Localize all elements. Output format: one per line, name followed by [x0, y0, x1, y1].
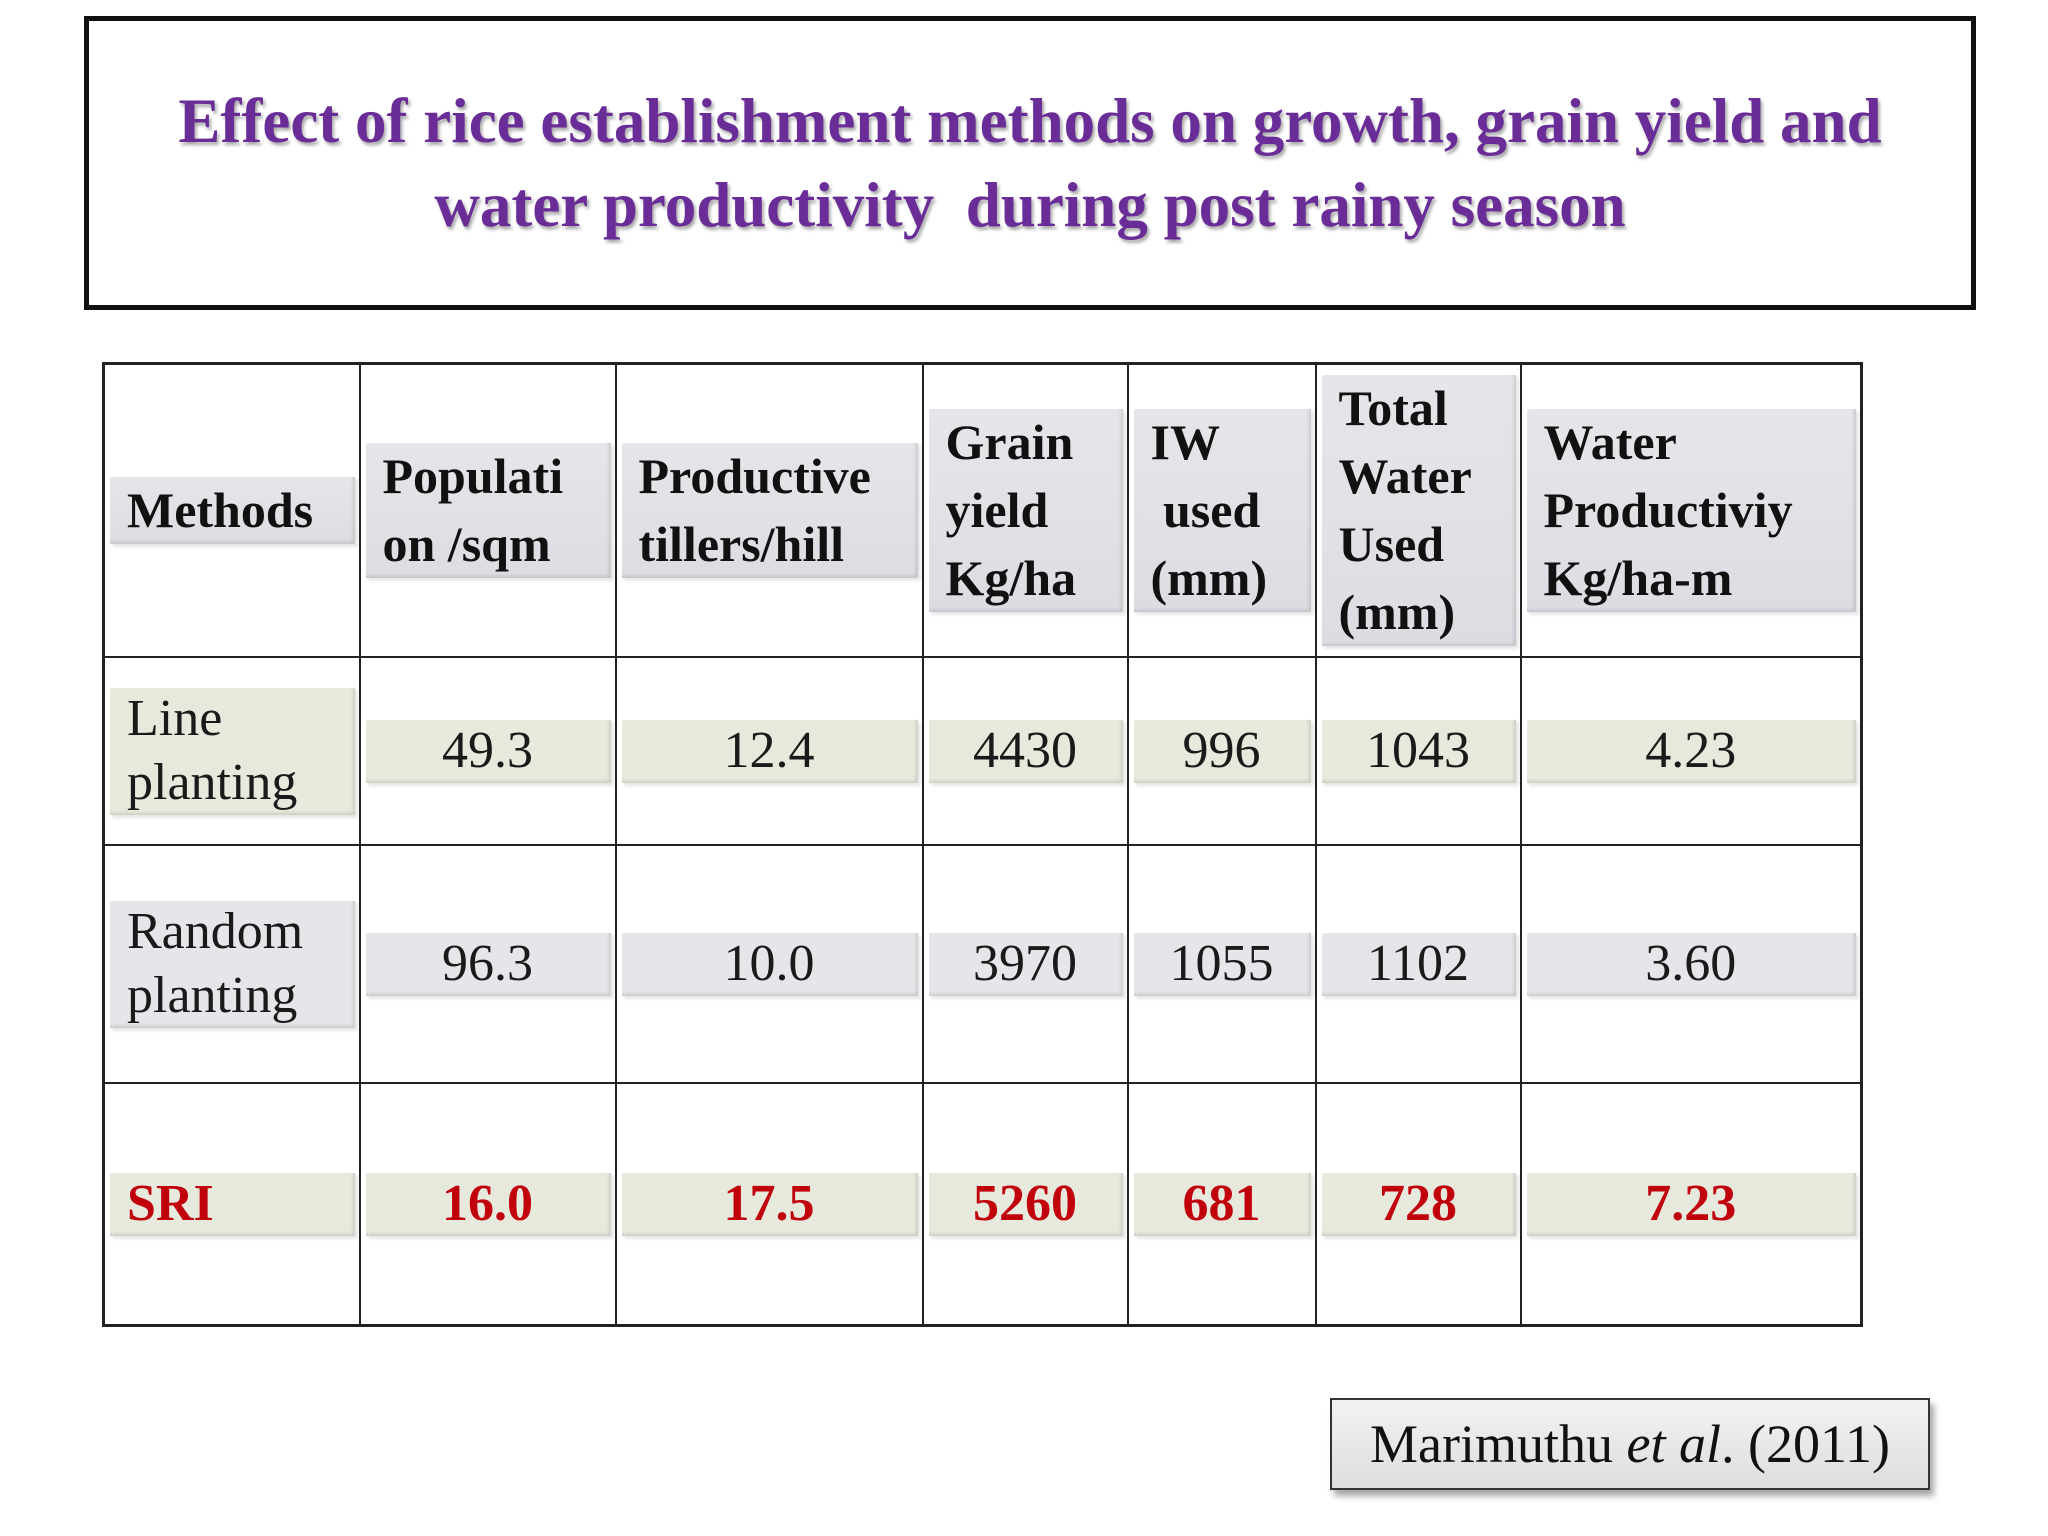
method-text: planting: [127, 753, 298, 811]
citation-author: Marimuthu: [1370, 1414, 1627, 1474]
table-cell: 10.0: [614, 843, 924, 1084]
table-cell: 1043: [1314, 655, 1522, 846]
header-cell: Productive tillers/hill: [620, 442, 918, 579]
header-text: Kg/ha: [945, 550, 1077, 607]
table-row: Random planting 96.3 10.0 3970 1055 1102…: [102, 843, 1863, 1084]
value-cell: 16.0: [364, 1171, 611, 1236]
value-cell: 7.23: [1525, 1171, 1856, 1236]
value-cell: 4430: [927, 718, 1123, 783]
method-cell: Line planting: [109, 686, 355, 815]
value-cell: 1102: [1320, 931, 1516, 996]
value-cell: 728: [1320, 1171, 1516, 1236]
header-grain-yield: Grain yield Kg/ha: [921, 362, 1129, 658]
method-text: planting: [127, 966, 298, 1024]
header-text: Populati: [382, 448, 564, 505]
header-cell: Populati on /sqm: [364, 442, 611, 579]
header-text: Water: [1338, 448, 1472, 505]
value-cell: 681: [1132, 1171, 1311, 1236]
table-header-row: Methods Populati on /sqm Productive till…: [102, 362, 1863, 658]
table-cell: 681: [1126, 1081, 1317, 1327]
table-cell: 49.3: [358, 655, 617, 846]
header-text: Used: [1338, 516, 1445, 573]
header-text: Methods: [127, 482, 314, 539]
header-text: Grain: [945, 414, 1074, 471]
header-text: tillers/hill: [638, 516, 845, 573]
header-text: IW: [1150, 414, 1220, 471]
header-iw-used: IW used (mm): [1126, 362, 1317, 658]
header-cell: Water Productiviy Kg/ha-m: [1525, 408, 1856, 613]
value-cell: 17.5: [620, 1171, 918, 1236]
header-text: Productive: [638, 448, 871, 505]
slide-title: Effect of rice establishment methods on …: [178, 79, 1881, 247]
table-cell: 5260: [921, 1081, 1129, 1327]
citation-etal: et al: [1626, 1414, 1721, 1474]
value-cell: 1043: [1320, 718, 1516, 783]
method-text: Line: [127, 689, 223, 747]
value-cell: 49.3: [364, 718, 611, 783]
header-cell: IW used (mm): [1132, 408, 1311, 613]
header-cell: Total Water Used (mm): [1320, 374, 1516, 647]
table-cell: 96.3: [358, 843, 617, 1084]
value-cell: 3.60: [1525, 931, 1856, 996]
method-cell: Random planting: [109, 899, 355, 1028]
header-population: Populati on /sqm: [358, 362, 617, 658]
table-cell: 1102: [1314, 843, 1522, 1084]
method-text: Random: [127, 902, 304, 960]
title-line-2: water productivity during post rainy sea…: [434, 170, 1626, 240]
method-cell: SRI: [109, 1171, 355, 1236]
header-text: Kg/ha-m: [1543, 550, 1733, 607]
value-cell: 4.23: [1525, 718, 1856, 783]
value-cell: 996: [1132, 718, 1311, 783]
header-text: used: [1150, 482, 1261, 539]
value-cell: 96.3: [364, 931, 611, 996]
citation-year: . (2011): [1721, 1414, 1890, 1474]
header-methods: Methods: [102, 362, 361, 658]
row-method: SRI: [102, 1081, 361, 1327]
header-text: (mm): [1150, 550, 1268, 607]
title-line-1: Effect of rice establishment methods on …: [178, 86, 1882, 156]
results-table: Methods Populati on /sqm Productive till…: [102, 362, 1863, 1327]
table-cell: 4430: [921, 655, 1129, 846]
header-cell: Methods: [109, 476, 355, 545]
header-text: on /sqm: [382, 516, 551, 573]
value-cell: 3970: [927, 931, 1123, 996]
header-tillers: Productive tillers/hill: [614, 362, 924, 658]
header-text: Water: [1543, 414, 1677, 471]
header-cell: Grain yield Kg/ha: [927, 408, 1123, 613]
table-cell: 996: [1126, 655, 1317, 846]
table-row-highlighted: SRI 16.0 17.5 5260 681 728 7.23: [102, 1081, 1863, 1327]
row-method: Random planting: [102, 843, 361, 1084]
header-text: (mm): [1338, 584, 1456, 641]
value-cell: 12.4: [620, 718, 918, 783]
table-cell: 17.5: [614, 1081, 924, 1327]
value-cell: 5260: [927, 1171, 1123, 1236]
table-cell: 12.4: [614, 655, 924, 846]
citation-box: Marimuthu et al. (2011): [1330, 1398, 1930, 1490]
method-text: SRI: [127, 1174, 214, 1232]
row-method: Line planting: [102, 655, 361, 846]
table-cell: 4.23: [1519, 655, 1863, 846]
table-cell: 728: [1314, 1081, 1522, 1327]
header-total-water: Total Water Used (mm): [1314, 362, 1522, 658]
table-cell: 1055: [1126, 843, 1317, 1084]
header-text: Total: [1338, 380, 1448, 437]
table-row: Line planting 49.3 12.4 4430 996 1043 4.…: [102, 655, 1863, 846]
table-cell: 3970: [921, 843, 1129, 1084]
header-text: yield: [945, 482, 1049, 539]
table-cell: 3.60: [1519, 843, 1863, 1084]
header-text: Productiviy: [1543, 482, 1793, 539]
table-cell: 7.23: [1519, 1081, 1863, 1327]
table-cell: 16.0: [358, 1081, 617, 1327]
title-box: Effect of rice establishment methods on …: [84, 16, 1976, 310]
header-water-productivity: Water Productiviy Kg/ha-m: [1519, 362, 1863, 658]
value-cell: 1055: [1132, 931, 1311, 996]
value-cell: 10.0: [620, 931, 918, 996]
